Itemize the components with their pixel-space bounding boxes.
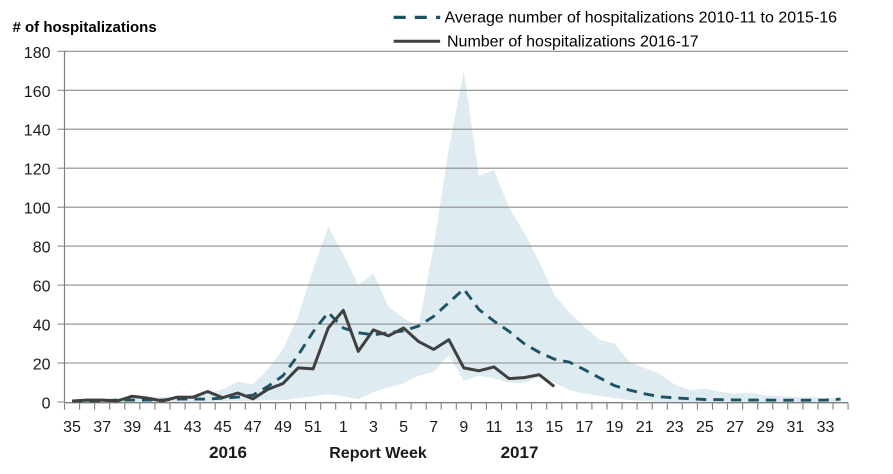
svg-text:31: 31 — [787, 419, 805, 436]
svg-text:20: 20 — [33, 357, 51, 374]
svg-text:7: 7 — [429, 419, 438, 436]
svg-text:Number of hospitalizations 201: Number of hospitalizations 2016-17 — [447, 33, 699, 50]
svg-text:3: 3 — [369, 419, 378, 436]
svg-text:17: 17 — [576, 419, 594, 436]
svg-text:33: 33 — [817, 419, 835, 436]
svg-text:15: 15 — [545, 419, 563, 436]
svg-text:11: 11 — [486, 419, 503, 436]
svg-text:1: 1 — [339, 419, 348, 436]
svg-text:120: 120 — [24, 162, 51, 179]
svg-text:37: 37 — [93, 419, 111, 436]
svg-text:41: 41 — [154, 419, 172, 436]
svg-text:2016: 2016 — [209, 443, 247, 462]
svg-text:23: 23 — [666, 419, 684, 436]
svg-text:49: 49 — [274, 419, 292, 436]
svg-text:Report Week: Report Week — [329, 445, 427, 462]
svg-text:51: 51 — [304, 419, 322, 436]
svg-text:29: 29 — [756, 419, 774, 436]
svg-text:25: 25 — [696, 419, 714, 436]
svg-text:45: 45 — [214, 419, 232, 436]
svg-text:140: 140 — [24, 123, 51, 140]
svg-text:2017: 2017 — [501, 443, 539, 462]
svg-text:21: 21 — [636, 419, 654, 436]
svg-text:27: 27 — [726, 419, 744, 436]
svg-text:160: 160 — [24, 84, 51, 101]
svg-text:47: 47 — [244, 419, 262, 436]
svg-text:9: 9 — [459, 419, 468, 436]
svg-text:40: 40 — [33, 318, 51, 335]
svg-text:60: 60 — [33, 279, 51, 296]
svg-text:0: 0 — [42, 396, 51, 413]
svg-text:Average number of hospitalizat: Average number of hospitalizations 2010-… — [445, 10, 838, 27]
svg-text:43: 43 — [184, 419, 202, 436]
svg-text:19: 19 — [606, 419, 624, 436]
svg-text:13: 13 — [515, 419, 533, 436]
svg-text:5: 5 — [399, 419, 408, 436]
svg-text:39: 39 — [123, 419, 141, 436]
svg-text:180: 180 — [24, 45, 51, 62]
svg-text:80: 80 — [33, 240, 51, 257]
svg-text:100: 100 — [24, 201, 51, 218]
svg-text:# of hospitalizations: # of hospitalizations — [13, 19, 157, 36]
svg-text:35: 35 — [63, 419, 81, 436]
